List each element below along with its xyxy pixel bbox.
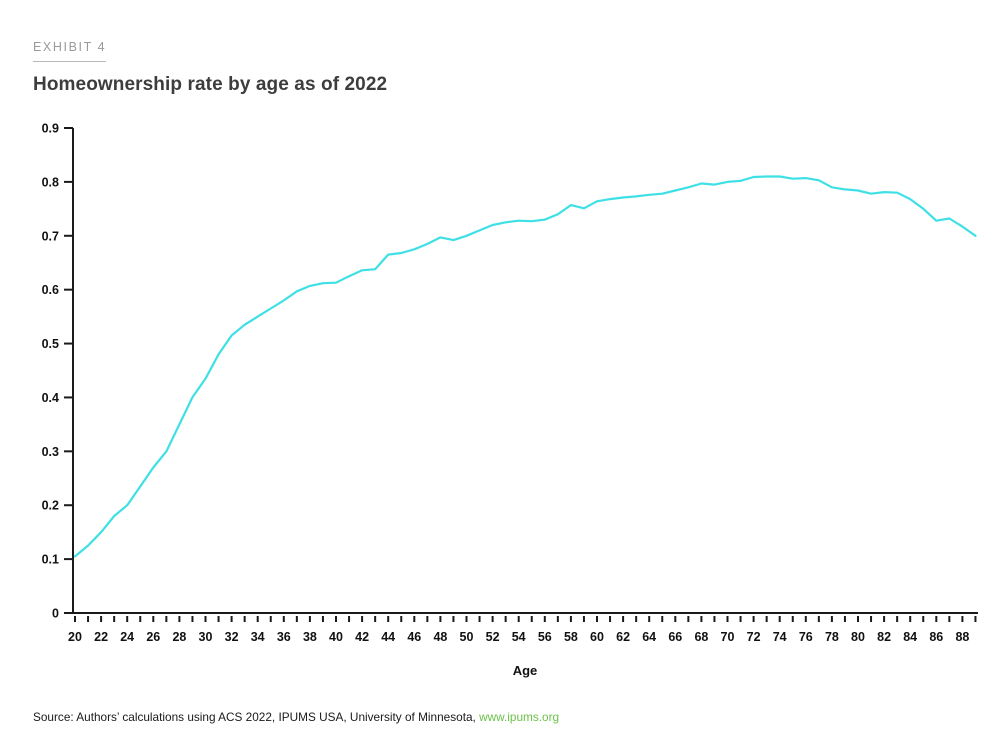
exhibit-label: EXHIBIT 4 xyxy=(33,40,107,62)
y-tick-label: 0 xyxy=(52,607,59,621)
x-tick-label: 30 xyxy=(199,630,213,644)
x-tick-label: 60 xyxy=(590,630,604,644)
x-tick-label: 46 xyxy=(407,630,421,644)
y-tick-label: 0.1 xyxy=(42,553,59,567)
y-ticks: 0 0.1 0.2 0.3 0.4 0.5 0.6 0.7 0.8 0.9 xyxy=(42,122,73,621)
x-tick-label: 22 xyxy=(94,630,108,644)
y-tick-label: 0.4 xyxy=(42,391,59,405)
x-tick-label: 20 xyxy=(68,630,82,644)
x-tick-label: 56 xyxy=(538,630,552,644)
x-tick-label: 36 xyxy=(277,630,291,644)
x-tick-label: 42 xyxy=(355,630,369,644)
x-tick-label: 58 xyxy=(564,630,578,644)
x-tick-label: 34 xyxy=(251,630,265,644)
x-tick-label: 52 xyxy=(486,630,500,644)
x-tick-label: 64 xyxy=(642,630,656,644)
y-tick-label: 0.8 xyxy=(42,175,59,189)
x-tick-label: 48 xyxy=(433,630,447,644)
x-tick-label: 44 xyxy=(381,630,395,644)
x-tick-label: 40 xyxy=(329,630,343,644)
homeownership-rate-line xyxy=(73,175,977,558)
axes xyxy=(72,128,978,614)
x-tick-label: 82 xyxy=(877,630,891,644)
x-tick-label: 76 xyxy=(799,630,813,644)
chart-title: Homeownership rate by age as of 2022 xyxy=(33,74,388,95)
x-tick-label: 50 xyxy=(460,630,474,644)
y-tick-label: 0.5 xyxy=(42,337,59,351)
x-tick-label: 26 xyxy=(146,630,160,644)
x-tick-label: 38 xyxy=(303,630,317,644)
y-tick-label: 0.7 xyxy=(42,229,59,243)
x-tick-label: 24 xyxy=(120,630,134,644)
x-tick-label: 84 xyxy=(903,630,917,644)
x-tick-label: 80 xyxy=(851,630,865,644)
source-text: Source: Authors’ calculations using ACS … xyxy=(33,710,480,724)
y-tick-label: 0.2 xyxy=(42,499,59,513)
x-tick-label: 74 xyxy=(773,630,787,644)
y-tick-label: 0.9 xyxy=(42,122,59,136)
x-tick-label: 86 xyxy=(929,630,943,644)
x-tick-label: 66 xyxy=(668,630,682,644)
x-tick-label: 54 xyxy=(512,630,526,644)
source-note: Source: Authors’ calculations using ACS … xyxy=(33,710,559,724)
x-tick-label: 70 xyxy=(721,630,735,644)
y-tick-label: 0.3 xyxy=(42,445,59,459)
x-tick-label: 28 xyxy=(172,630,186,644)
x-tick-label: 78 xyxy=(825,630,839,644)
x-tick-label: 88 xyxy=(955,630,969,644)
x-tick-label: 32 xyxy=(225,630,239,644)
x-tick-label: 68 xyxy=(694,630,708,644)
x-tick-label: 72 xyxy=(747,630,761,644)
source-link[interactable]: www.ipums.org xyxy=(479,710,560,724)
y-tick-label: 0.6 xyxy=(42,283,59,297)
homeownership-chart: 0 0.1 0.2 0.3 0.4 0.5 0.6 0.7 0.8 0.9 20 22 24 26 28 30… xyxy=(42,122,978,644)
x-tick-label: 62 xyxy=(616,630,630,644)
x-axis-title: Age xyxy=(512,663,538,678)
x-ticks: 20 22 24 26 28 30 32 34 36 38 40 42 44 46 48 50 52 54 56 58… xyxy=(68,616,977,644)
